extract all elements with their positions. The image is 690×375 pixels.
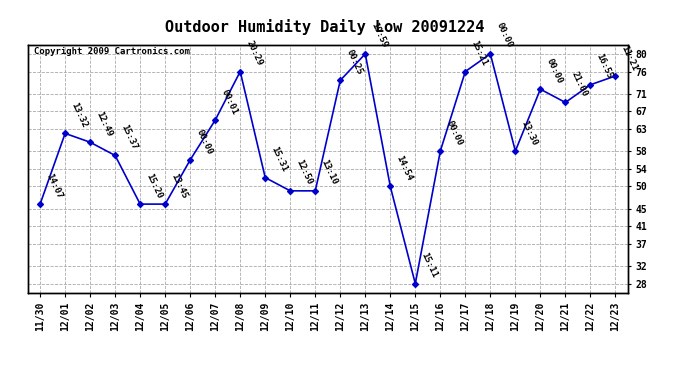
Text: 15:31: 15:31 bbox=[269, 145, 289, 173]
Text: 15:21: 15:21 bbox=[469, 39, 489, 68]
Text: 00:00: 00:00 bbox=[195, 128, 214, 156]
Text: Copyright 2009 Cartronics.com: Copyright 2009 Cartronics.com bbox=[34, 48, 190, 57]
Text: 00:00: 00:00 bbox=[495, 21, 514, 50]
Text: 12:50: 12:50 bbox=[295, 159, 314, 187]
Text: 19:59: 19:59 bbox=[369, 21, 389, 50]
Text: 15:37: 15:37 bbox=[119, 123, 139, 152]
Text: 21:00: 21:00 bbox=[569, 70, 589, 98]
Text: 13:30: 13:30 bbox=[520, 119, 539, 147]
Text: 13:10: 13:10 bbox=[319, 159, 339, 187]
Text: 00:00: 00:00 bbox=[544, 57, 564, 85]
Text: 11:21: 11:21 bbox=[620, 44, 639, 72]
Text: 00:01: 00:01 bbox=[219, 88, 239, 116]
Text: 00:00: 00:00 bbox=[444, 119, 464, 147]
Text: 14:07: 14:07 bbox=[44, 172, 63, 200]
Text: 12:49: 12:49 bbox=[95, 110, 114, 138]
Text: 00:25: 00:25 bbox=[344, 48, 364, 76]
Text: 13:32: 13:32 bbox=[69, 101, 89, 129]
Text: 15:11: 15:11 bbox=[420, 251, 439, 279]
Text: Outdoor Humidity Daily Low 20091224: Outdoor Humidity Daily Low 20091224 bbox=[165, 19, 484, 35]
Text: 16:55: 16:55 bbox=[595, 53, 614, 81]
Text: 20:29: 20:29 bbox=[244, 39, 264, 68]
Text: 15:20: 15:20 bbox=[144, 172, 164, 200]
Text: 14:54: 14:54 bbox=[395, 154, 414, 182]
Text: 13:45: 13:45 bbox=[169, 172, 189, 200]
